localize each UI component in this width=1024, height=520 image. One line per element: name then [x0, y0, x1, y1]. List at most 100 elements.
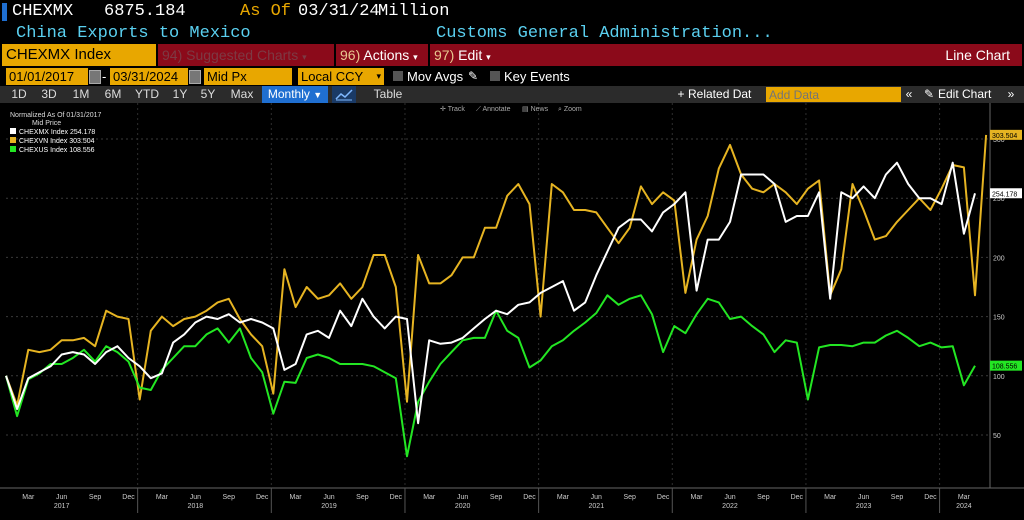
x-tick-label: Jun: [190, 494, 201, 501]
y-tick-label: 250: [993, 196, 1005, 203]
x-tick-label: Sep: [223, 494, 236, 501]
x-tick-label: Dec: [390, 494, 403, 501]
period-ytd[interactable]: YTD: [135, 87, 159, 101]
add-data-input[interactable]: [766, 87, 901, 102]
x-tick-label: Sep: [757, 494, 770, 501]
legend-subtitle: Mid Price: [32, 120, 61, 127]
chart-area[interactable]: 50 100 150 200 250 300 303.504 254.178 108.556 M…: [0, 103, 1024, 515]
start-date-text: 01/01/2017: [9, 69, 75, 84]
period-3d[interactable]: 3D: [41, 87, 57, 101]
series-line-chexmx[interactable]: [5, 161, 976, 425]
as-of-date: 03/31/24: [298, 2, 380, 21]
start-date-input[interactable]: 01/01/2017: [6, 68, 88, 85]
x-year-label: 2018: [188, 503, 204, 510]
x-tick-label: Dec: [256, 494, 269, 501]
line-chart-icon: [335, 89, 353, 101]
x-tick-label: Dec: [523, 494, 536, 501]
as-of-label: As Of: [240, 2, 292, 21]
currency-select[interactable]: Local CCY ▾: [298, 68, 384, 85]
end-date-input[interactable]: 03/31/2024: [110, 68, 188, 85]
security-input[interactable]: CHEXMX Index: [2, 44, 156, 66]
x-tick-label: Dec: [122, 494, 135, 501]
chart-tools: ✛ Track ⟋ Annotate ▤ News ⌕ Zoom: [440, 105, 582, 113]
x-tick-label: Sep: [623, 494, 636, 501]
actions-label: Actions: [363, 47, 410, 63]
y-tick-label: 300: [993, 137, 1005, 144]
calendar-icon[interactable]: [89, 70, 101, 84]
edit-button[interactable]: 97) Edit ▾ Line Chart: [430, 44, 1022, 66]
period-toolbar: 1D 3D 1M 6M YTD 1Y 5Y Max Monthly ▼ Tabl…: [0, 86, 1024, 103]
title-row: CHEXMX 6875.184 As Of 03/31/24 Million: [0, 0, 1024, 24]
x-tick-label: Sep: [89, 494, 102, 501]
x-tick-label: Mar: [156, 494, 169, 501]
frequency-label: Monthly: [267, 87, 310, 101]
actions-button[interactable]: 96) Actions ▾: [336, 44, 428, 66]
zoom-tool[interactable]: ⌕ Zoom: [558, 106, 582, 113]
x-year-label: 2022: [722, 503, 738, 510]
description-row: China Exports to Mexico Customs General …: [0, 24, 1024, 44]
period-5y[interactable]: 5Y: [200, 87, 216, 101]
chart-type-label: Line Chart: [945, 47, 1010, 63]
legend-entry-chexvn: CHEXVN Index 303.504: [19, 138, 95, 145]
key-events-checkbox[interactable]: [490, 71, 500, 81]
x-year-label: 2017: [54, 503, 70, 510]
x-tick-label: Jun: [323, 494, 334, 501]
last-value-badge-text: 254.178: [992, 191, 1017, 198]
track-tool[interactable]: ✛ Track: [440, 105, 465, 113]
x-year-label: 2019: [321, 503, 337, 510]
x-tick-label: Jun: [858, 494, 869, 501]
calendar-icon[interactable]: [189, 70, 201, 84]
period-1m[interactable]: 1M: [72, 87, 90, 101]
edit-chart-button[interactable]: Edit Chart: [938, 87, 992, 101]
period-1y[interactable]: 1Y: [172, 87, 188, 101]
x-tick-label: Jun: [591, 494, 602, 501]
table-button[interactable]: Table: [373, 87, 403, 101]
x-tick-label: Dec: [657, 494, 670, 501]
x-tick-label: Dec: [924, 494, 937, 501]
x-tick-label: Mar: [22, 494, 35, 501]
annotate-tool[interactable]: ⟋ Annotate: [476, 105, 511, 113]
legend-swatch-chexmx: [10, 128, 16, 134]
price-field-text: Mid Px: [207, 69, 247, 84]
x-tick-label: Mar: [958, 494, 971, 501]
suggested-charts-label: Suggested Charts: [186, 47, 299, 63]
last-value-badge: [990, 129, 1022, 140]
x-tick-label: Mar: [557, 494, 570, 501]
x-tick-label: Jun: [56, 494, 67, 501]
x-year-label: 2024: [956, 503, 972, 510]
last-value-badge-text: 303.504: [992, 133, 1017, 140]
plus-icon: +: [677, 87, 685, 101]
key-events-label: Key Events: [504, 69, 570, 84]
chevron-down-icon: ▾: [302, 52, 307, 62]
news-tool[interactable]: ▤ News: [522, 106, 549, 113]
unit-label: Million: [378, 2, 450, 21]
collapse-icon[interactable]: «: [905, 87, 913, 101]
suggested-charts-button[interactable]: 94) Suggested Charts ▾: [158, 44, 334, 66]
period-1d[interactable]: 1D: [11, 87, 27, 101]
frequency-select[interactable]: Monthly ▼: [262, 86, 328, 103]
y-tick-label: 200: [993, 255, 1005, 262]
x-tick-label: Mar: [290, 494, 303, 501]
suggested-charts-num: 94): [162, 47, 183, 63]
x-tick-label: Sep: [891, 494, 904, 501]
x-year-label: 2021: [589, 503, 605, 510]
last-value: 6875.184: [104, 2, 186, 21]
legend-entry-chexus: CHEXUS Index 108.556: [19, 147, 95, 154]
related-data-button[interactable]: Related Dat: [688, 87, 752, 101]
pencil-icon[interactable]: ✎: [468, 69, 479, 83]
x-year-label: 2020: [455, 503, 471, 510]
expand-icon[interactable]: »: [1007, 87, 1015, 101]
line-chart-button[interactable]: [332, 86, 356, 103]
period-max[interactable]: Max: [230, 87, 254, 101]
series-line-chexus[interactable]: [5, 294, 976, 458]
price-field-select[interactable]: Mid Px: [204, 68, 292, 85]
mov-avgs-checkbox[interactable]: [393, 71, 403, 81]
chevron-down-icon: ▾: [376, 71, 381, 81]
x-tick-label: Sep: [490, 494, 503, 501]
chart-legend: Normalized As Of 01/31/2017 Mid Price CH…: [10, 112, 102, 154]
period-6m[interactable]: 6M: [104, 87, 122, 101]
mov-avgs-label: Mov Avgs: [407, 69, 464, 84]
currency-text: Local CCY: [301, 69, 364, 84]
date-separator: -: [102, 69, 107, 84]
